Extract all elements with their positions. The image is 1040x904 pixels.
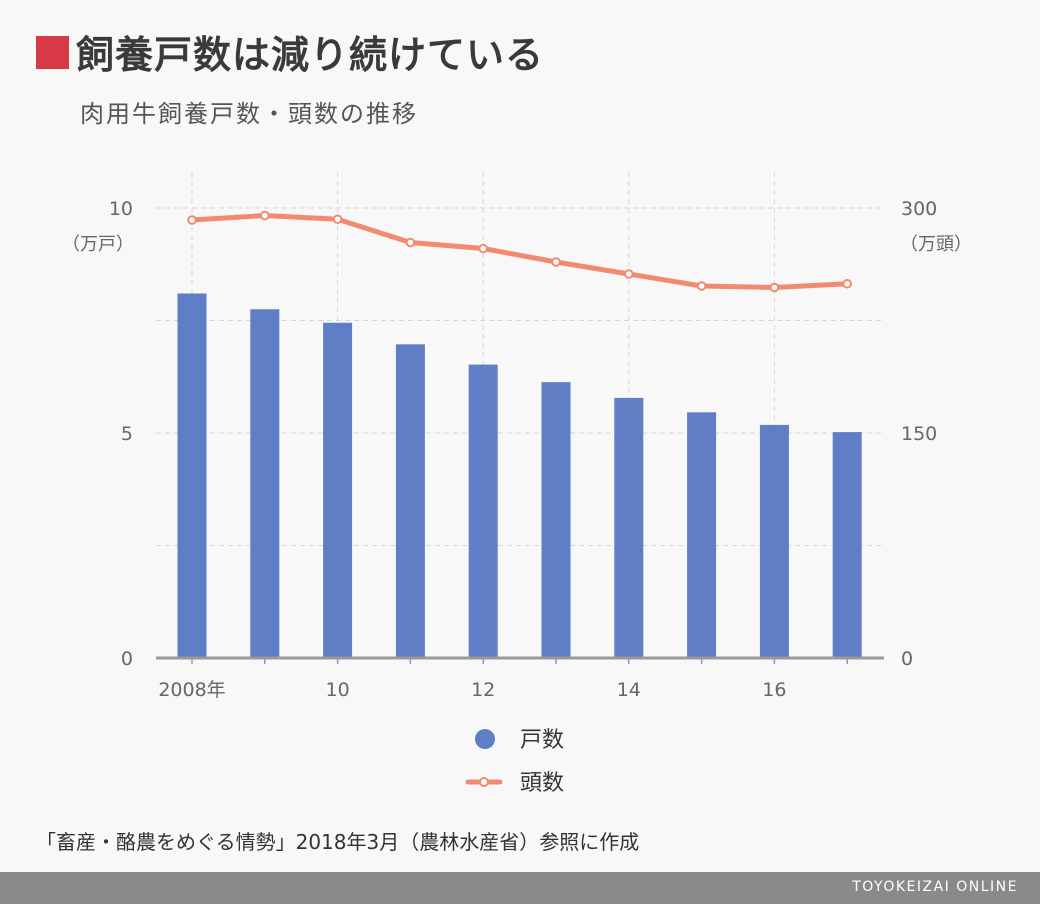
x-tick-label: 16: [762, 679, 786, 701]
axes: [156, 656, 884, 664]
x-tick-label: 2008年: [158, 679, 225, 701]
source-note: 「畜産・酪農をめぐる情勢」2018年3月（農林水産省）参照に作成: [36, 830, 640, 854]
bar-2008: [177, 293, 207, 658]
bar-2013: [541, 382, 571, 658]
line-point-2017: [842, 278, 853, 289]
left-tick-label: 5: [121, 423, 133, 445]
line-point-2014: [624, 269, 634, 279]
line-point-2012: [478, 243, 489, 254]
right-tick-label: 0: [901, 648, 913, 670]
line-point-2010: [332, 214, 343, 225]
line-series-path: [189, 213, 850, 290]
bar-2009: [250, 309, 280, 658]
bar-2015: [687, 412, 717, 658]
line-point-2009: [260, 210, 270, 221]
left-tick-label: 10: [109, 198, 133, 220]
right-axis-unit: （万頭）: [900, 234, 972, 255]
legend-marker-bars: [475, 729, 495, 749]
legend-label-bars: 戸数: [520, 728, 564, 753]
bar-2010: [323, 322, 353, 658]
x-tick-label: 14: [617, 679, 641, 701]
axis-labels: 2008年 10 12 14 16 0 5 10 （万戸） 0 150 300 （万頭）: [62, 198, 972, 701]
line-point-2015: [696, 281, 707, 291]
bar-2016: [759, 424, 789, 658]
line-point-2011: [405, 237, 416, 248]
bar-2012: [468, 364, 498, 658]
right-tick-label: 150: [901, 423, 937, 445]
bar-2011: [395, 344, 425, 658]
line-point-2013: [551, 257, 561, 267]
footer-brand: TOYOKEIZAI ONLINE: [852, 879, 1018, 895]
x-tick-label: 10: [326, 679, 350, 701]
x-tick-label: 12: [471, 679, 495, 701]
bar-2014: [614, 397, 644, 658]
line-point-2016: [769, 282, 780, 293]
legend-label-line: 頭数: [520, 771, 564, 796]
title-marker-square: [36, 36, 69, 69]
chart-title: 飼養戸数は減り続けている: [76, 33, 545, 77]
line-series: [187, 210, 853, 293]
legend-marker-line-point: [479, 777, 489, 787]
left-axis-unit: （万戸）: [62, 234, 134, 255]
chart-subtitle: 肉用牛飼養戸数・頭数の推移: [80, 100, 418, 128]
left-tick-label: 0: [121, 648, 133, 670]
bar-2017: [832, 432, 862, 658]
bar-series: [177, 293, 862, 658]
footer-bar: TOYOKEIZAI ONLINE: [0, 872, 1040, 904]
line-point-2008: [187, 215, 197, 225]
right-tick-label: 300: [901, 198, 937, 220]
